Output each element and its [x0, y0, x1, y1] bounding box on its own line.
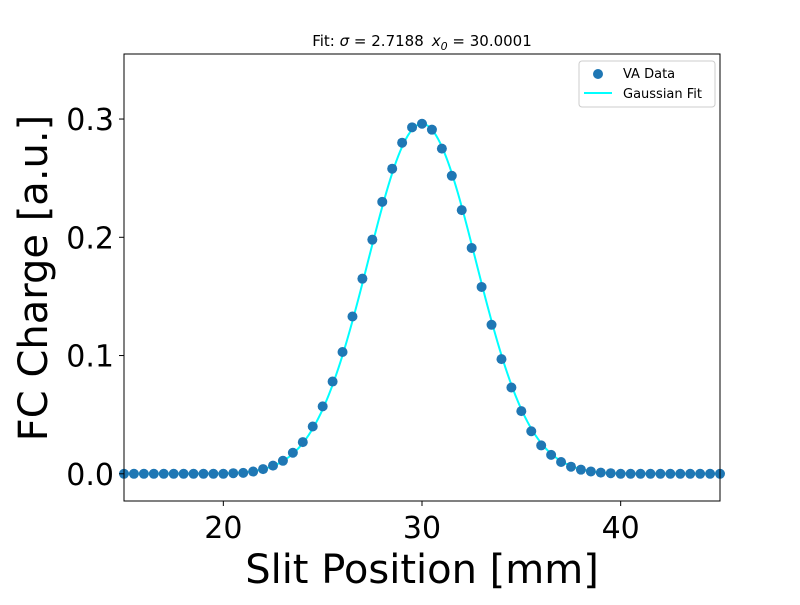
y-tick-label: 0.3 [66, 103, 114, 138]
y-ticks-group: 0.0 0.1 0.2 0.3 [66, 103, 124, 493]
data-point [566, 461, 576, 472]
data-point [645, 468, 656, 479]
title-sigma-value: = 2.7188 [349, 32, 424, 50]
y-tick-label: 0.1 [66, 340, 114, 375]
data-point [148, 468, 159, 479]
data-point [337, 347, 348, 357]
data-point [347, 311, 358, 322]
data-point [188, 468, 199, 479]
data-point [436, 143, 447, 154]
title-sigma-symbol: σ [340, 32, 350, 50]
x-ticks-group: 20 30 40 [204, 501, 640, 546]
data-point [536, 440, 547, 451]
data-point [476, 281, 487, 292]
data-point [268, 460, 278, 471]
data-point [486, 319, 497, 330]
x-tick-label: 40 [602, 511, 640, 546]
data-point [446, 170, 457, 181]
data-point [466, 242, 477, 253]
legend-label-gaussian-fit: Gaussian Fit [623, 87, 702, 102]
data-point [287, 447, 298, 458]
chart-title: Fit: σ = 2.7188 x0 = 30.0001 [312, 32, 532, 53]
y-axis-label: FC Charge [a.u.] [11, 115, 57, 441]
data-point [238, 467, 249, 478]
data-point [695, 468, 706, 479]
data-point [138, 468, 149, 479]
data-point [397, 137, 408, 148]
legend-box [578, 60, 716, 108]
data-point [277, 455, 288, 466]
data-point [367, 234, 378, 245]
data-point [387, 163, 398, 174]
data-point [556, 456, 567, 467]
data-points-group [119, 118, 725, 479]
data-point [158, 468, 169, 479]
data-point [585, 466, 596, 477]
data-point [705, 468, 716, 479]
data-point [218, 468, 229, 479]
data-point [178, 468, 189, 479]
data-point [297, 437, 308, 448]
x-axis-label: Slit Position [mm] [245, 547, 599, 593]
y-tick-label: 0.2 [66, 221, 114, 256]
data-point [516, 406, 527, 417]
legend-label-va-data: VA Data [623, 67, 675, 82]
data-point [426, 124, 437, 135]
x-tick-label: 30 [403, 511, 441, 546]
title-x0-subscript: 0 [441, 40, 448, 53]
data-point [635, 468, 646, 479]
data-point [317, 401, 328, 412]
data-point [417, 118, 427, 129]
data-point [625, 468, 636, 479]
data-point [248, 466, 259, 477]
legend-marker-va-data [593, 69, 603, 79]
data-point [685, 468, 696, 479]
legend: VA Data Gaussian Fit [578, 60, 716, 108]
data-point [327, 376, 338, 387]
title-x0-base: x [431, 32, 441, 50]
data-point [595, 467, 606, 478]
data-point [456, 205, 467, 216]
data-point [575, 464, 586, 475]
data-point [496, 354, 507, 365]
data-point [665, 468, 676, 479]
data-point [615, 468, 626, 479]
data-point [506, 382, 517, 393]
x-tick-label: 20 [204, 511, 242, 546]
data-point [655, 468, 666, 479]
data-point [526, 426, 537, 437]
data-point [407, 122, 418, 133]
data-point [377, 196, 388, 207]
title-prefix: Fit: [312, 32, 339, 50]
data-point [357, 273, 368, 284]
y-tick-label: 0.0 [66, 458, 114, 493]
data-point [546, 449, 557, 460]
data-point [605, 468, 616, 479]
data-point [128, 468, 139, 479]
data-point [228, 468, 239, 479]
title-x0-value: = 30.0001 [448, 32, 532, 50]
data-point [198, 468, 209, 479]
data-point [307, 421, 318, 432]
data-point [208, 468, 219, 479]
data-point [168, 468, 179, 479]
data-point [675, 468, 686, 479]
data-point [258, 464, 269, 475]
